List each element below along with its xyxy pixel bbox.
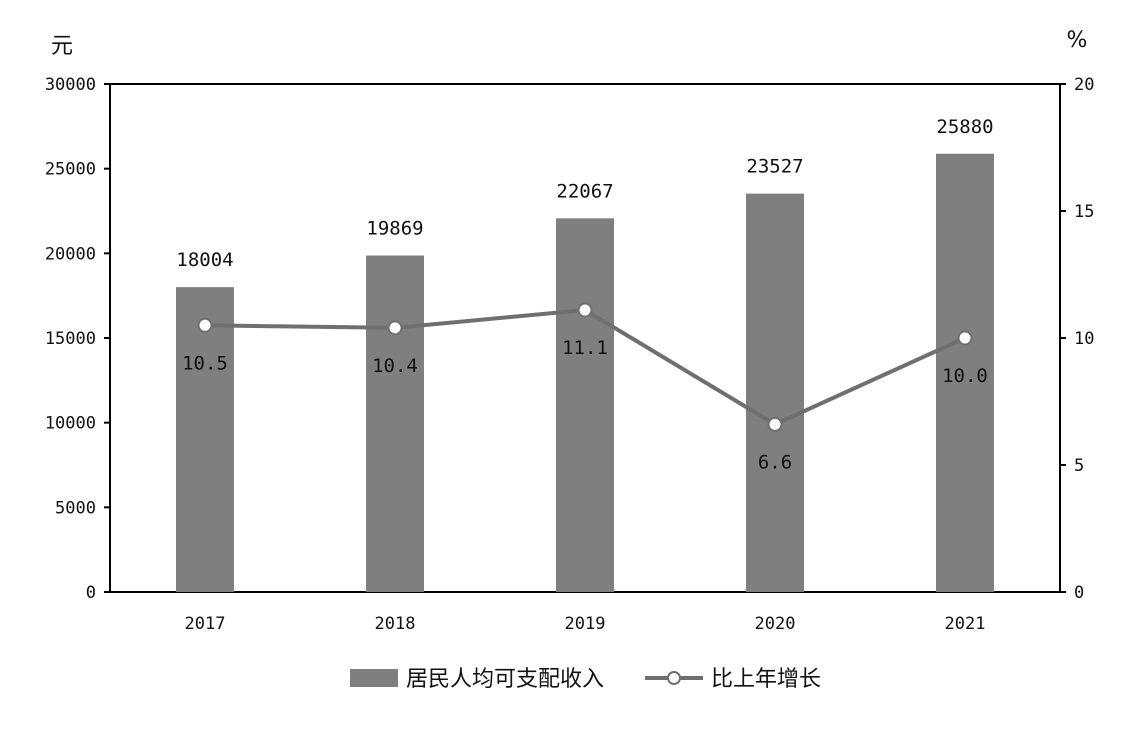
bar-2019: [556, 218, 614, 592]
bar-2018: [366, 255, 424, 592]
x-axis-label-2020: 2020: [755, 614, 796, 634]
line-series: [197, 302, 973, 432]
right-axis-tick-label: 5: [1074, 456, 1084, 476]
right-axis-tick-label: 0: [1074, 583, 1084, 603]
left-axis-tick-label: 10000: [45, 414, 96, 434]
left-axis-tick-label: 15000: [45, 329, 96, 349]
bar-value-label-2018: 19869: [366, 218, 423, 240]
growth-point-2021: [957, 330, 973, 346]
left-axis-unit: 元: [51, 34, 73, 59]
legend-line-label: 比上年增长: [711, 667, 821, 692]
left-axis-ticks: 0 5000 10000 15000 20000 25000 30000: [45, 75, 110, 603]
right-axis-ticks: 0 5 10 15 20: [1060, 75, 1094, 603]
growth-point-2017: [197, 317, 213, 333]
bar-value-label-2019: 22067: [556, 180, 613, 202]
bar-2020: [746, 193, 804, 592]
x-axis-label-2019: 2019: [565, 614, 606, 634]
bar-value-labels: 18004 19869 22067 23527 25880: [176, 116, 993, 271]
left-axis-tick-label: 25000: [45, 160, 96, 180]
legend: 居民人均可支配收入 比上年增长: [350, 667, 821, 692]
bar-value-label-2020: 23527: [746, 156, 803, 178]
line-value-labels: 10.5 10.4 11.1 6.6 10.0: [182, 337, 988, 473]
growth-value-label-2020: 6.6: [758, 451, 792, 473]
bar-series: [176, 153, 994, 593]
growth-point-2020: [767, 416, 783, 432]
bar-value-label-2021: 25880: [936, 116, 993, 138]
legend-bar-swatch: [350, 669, 398, 687]
legend-line-marker: [667, 671, 681, 685]
bar-2017: [176, 287, 234, 592]
growth-value-label-2019: 11.1: [562, 337, 608, 359]
right-axis-tick-label: 15: [1074, 202, 1094, 222]
x-axis-label-2017: 2017: [185, 614, 226, 634]
right-axis-tick-label: 10: [1074, 329, 1094, 349]
right-axis-unit: %: [1067, 28, 1088, 53]
right-axis-tick-label: 20: [1074, 75, 1094, 95]
growth-value-label-2018: 10.4: [372, 355, 418, 377]
bar-2021: [936, 153, 994, 593]
x-axis-labels: 2017 2018 2019 2020 2021: [185, 614, 986, 634]
legend-bar-label: 居民人均可支配收入: [406, 667, 604, 692]
left-axis-tick-label: 0: [86, 583, 96, 603]
left-axis-tick-label: 5000: [55, 498, 96, 518]
growth-value-label-2021: 10.0: [942, 365, 988, 387]
growth-point-2018: [387, 320, 403, 336]
left-axis-tick-label: 30000: [45, 75, 96, 95]
bar-value-label-2017: 18004: [176, 249, 233, 271]
growth-point-2019: [577, 302, 593, 318]
left-axis-tick-label: 20000: [45, 244, 96, 264]
growth-value-label-2017: 10.5: [182, 352, 228, 374]
x-axis-label-2021: 2021: [945, 614, 986, 634]
x-axis-label-2018: 2018: [375, 614, 416, 634]
